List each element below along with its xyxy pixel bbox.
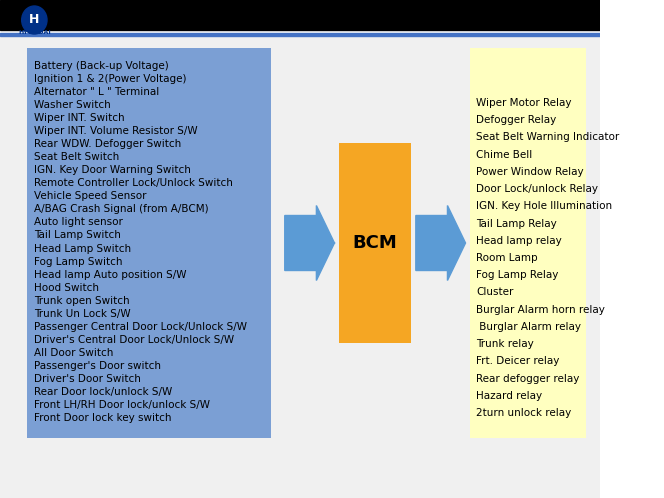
Text: Room Lamp: Room Lamp <box>476 253 538 263</box>
Text: Wiper INT. Volume Resistor S/W: Wiper INT. Volume Resistor S/W <box>35 126 198 136</box>
Text: Passenger Central Door Lock/Unlock S/W: Passenger Central Door Lock/Unlock S/W <box>35 322 248 332</box>
Text: Hood Switch: Hood Switch <box>35 282 100 293</box>
Text: HYUNDAI: HYUNDAI <box>18 29 50 34</box>
Text: Driver's Door Switch: Driver's Door Switch <box>35 374 141 384</box>
Text: Tail Lamp Relay: Tail Lamp Relay <box>476 219 557 229</box>
Text: IGN. Key Hole Illumination: IGN. Key Hole Illumination <box>476 201 612 211</box>
Text: BCM: BCM <box>353 234 398 252</box>
Text: Wiper Motor Relay: Wiper Motor Relay <box>476 98 572 108</box>
Text: H: H <box>29 12 40 25</box>
Text: Battery (Back-up Voltage): Battery (Back-up Voltage) <box>35 61 169 71</box>
Text: Tail Lamp Switch: Tail Lamp Switch <box>35 231 122 241</box>
Text: Ignition 1 & 2(Power Voltage): Ignition 1 & 2(Power Voltage) <box>35 74 187 84</box>
Text: Trunk relay: Trunk relay <box>476 339 534 349</box>
Bar <box>0 0 600 30</box>
FancyBboxPatch shape <box>27 48 271 438</box>
Text: Trunk open Switch: Trunk open Switch <box>35 296 130 306</box>
Text: 4: 4 <box>578 10 588 28</box>
Text: Driver's Central Door Lock/Unlock S/W: Driver's Central Door Lock/Unlock S/W <box>35 335 234 345</box>
Bar <box>339 143 411 343</box>
Text: Burglar Alarm relay: Burglar Alarm relay <box>476 322 582 332</box>
Text: Head lamp Auto position S/W: Head lamp Auto position S/W <box>35 269 187 279</box>
Bar <box>0 33 600 36</box>
Text: Fog Lamp Switch: Fog Lamp Switch <box>35 256 123 266</box>
Text: Fog Lamp Relay: Fog Lamp Relay <box>476 270 559 280</box>
FancyArrow shape <box>416 206 465 280</box>
Text: Alternator " L " Terminal: Alternator " L " Terminal <box>35 87 159 97</box>
Text: Rear WDW. Defogger Switch: Rear WDW. Defogger Switch <box>35 139 181 149</box>
Text: Frt. Deicer relay: Frt. Deicer relay <box>476 357 560 367</box>
Text: Vehicle Speed Sensor: Vehicle Speed Sensor <box>35 191 147 201</box>
FancyArrow shape <box>285 206 335 280</box>
Text: All Door Switch: All Door Switch <box>35 348 114 358</box>
Text: Defogger Relay: Defogger Relay <box>476 115 556 125</box>
Text: Head lamp relay: Head lamp relay <box>476 236 562 246</box>
FancyBboxPatch shape <box>470 48 586 438</box>
Text: Auto light sensor: Auto light sensor <box>35 218 124 228</box>
Text: Passenger's Door switch: Passenger's Door switch <box>35 361 161 371</box>
Text: Hazard relay: Hazard relay <box>476 391 542 401</box>
Text: Rear defogger relay: Rear defogger relay <box>476 374 580 383</box>
Text: 2turn unlock relay: 2turn unlock relay <box>476 408 572 418</box>
Text: Washer Switch: Washer Switch <box>35 100 111 110</box>
Text: Door Lock/unlock Relay: Door Lock/unlock Relay <box>476 184 598 194</box>
Text: BCM's Input/Output Block Diagram: BCM's Input/Output Block Diagram <box>167 7 602 31</box>
Text: Remote Controller Lock/Unlock Switch: Remote Controller Lock/Unlock Switch <box>35 178 233 188</box>
Text: Front LH/RH Door lock/unlock S/W: Front LH/RH Door lock/unlock S/W <box>35 400 210 410</box>
Text: Front Door lock key switch: Front Door lock key switch <box>35 413 172 423</box>
Text: Trunk Un Lock S/W: Trunk Un Lock S/W <box>35 309 131 319</box>
Circle shape <box>22 6 47 34</box>
Text: Seat Belt Warning Indicator: Seat Belt Warning Indicator <box>476 132 620 142</box>
Text: Chime Bell: Chime Bell <box>476 150 533 160</box>
Text: Wiper INT. Switch: Wiper INT. Switch <box>35 113 125 123</box>
Text: Power Window Relay: Power Window Relay <box>476 167 584 177</box>
Text: Head Lamp Switch: Head Lamp Switch <box>35 244 131 253</box>
Text: IGN. Key Door Warning Switch: IGN. Key Door Warning Switch <box>35 165 191 175</box>
Text: Seat Belt Switch: Seat Belt Switch <box>35 152 120 162</box>
Text: Rear Door lock/unlock S/W: Rear Door lock/unlock S/W <box>35 387 173 397</box>
Text: A/BAG Crash Signal (from A/BCM): A/BAG Crash Signal (from A/BCM) <box>35 204 209 215</box>
Text: Burglar Alarm horn relay: Burglar Alarm horn relay <box>476 305 606 315</box>
Text: Cluster: Cluster <box>476 287 514 297</box>
